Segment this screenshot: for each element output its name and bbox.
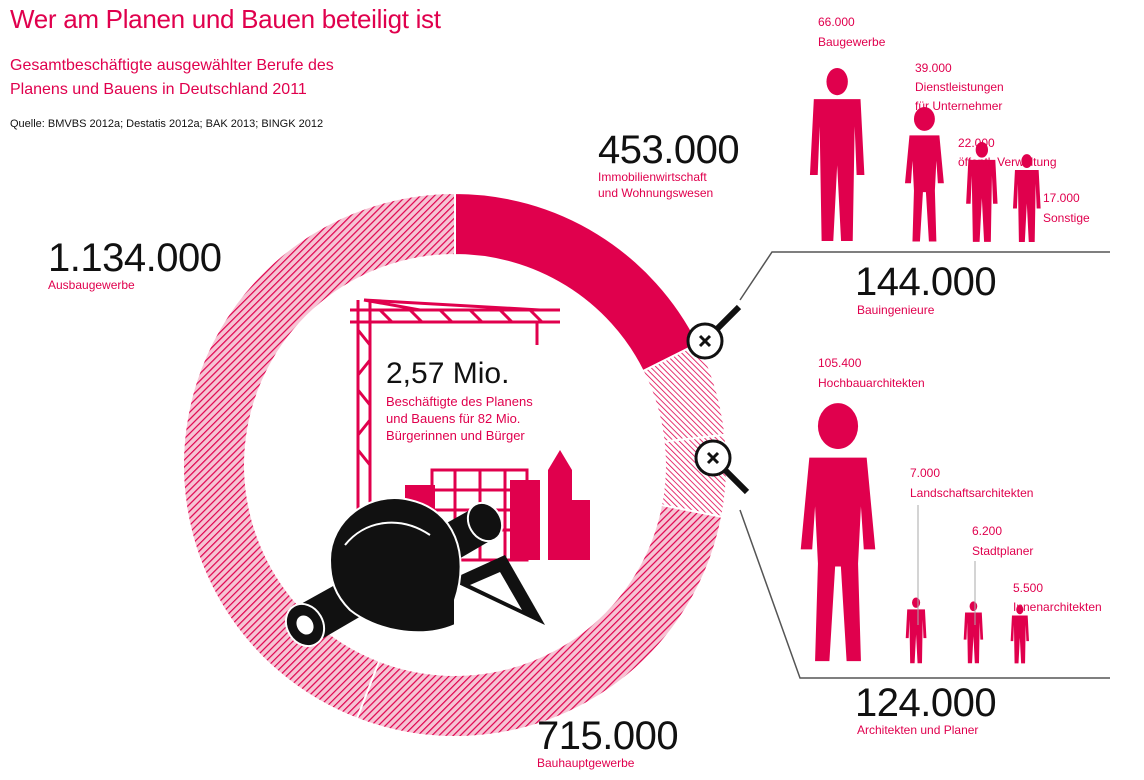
arch-item-label: Innenarchitekten — [1013, 600, 1102, 614]
eng-item-label: Baugewerbe — [818, 35, 886, 49]
eng-item-value: 66.000 — [818, 15, 855, 29]
hard-hat-icon — [328, 497, 462, 634]
arch-item-value: 5.500 — [1013, 581, 1044, 595]
person-icon — [1012, 154, 1041, 243]
bauhaupt-label: Bauhauptgewerbe — [537, 756, 635, 770]
center-caption: Beschäftigte des Planens und Bauens für … — [386, 393, 533, 444]
ausbau-label: Ausbaugewerbe — [48, 278, 135, 292]
architects-total-value: 124.000 — [855, 681, 997, 725]
immo-label-line-2: und Wohnungswesen — [598, 186, 714, 200]
magnifier-icon — [694, 439, 750, 495]
eng-item-label: Sonstige — [1043, 211, 1090, 225]
person-icons — [800, 68, 1041, 664]
center-caption-line-3: Bürgerinnen und Bürger — [386, 428, 525, 443]
eng-item-value: 22.000 — [958, 136, 995, 150]
bauhaupt-value: 715.000 — [537, 714, 679, 758]
eng-item-label: Dienstleistungen — [915, 80, 1004, 94]
arch-item-label: Hochbauarchitekten — [818, 376, 925, 390]
arch-item-value: 6.200 — [972, 524, 1003, 538]
set-square-icon — [450, 555, 545, 625]
immo-value: 453.000 — [598, 128, 740, 172]
donut-slices — [182, 191, 728, 738]
arch-item-label: Landschaftsarchitekten — [910, 486, 1034, 500]
eng-item-label: öffentl. Verwaltung — [958, 155, 1057, 169]
magnifier-icon — [686, 304, 742, 360]
person-icon — [809, 68, 865, 242]
immo-label-line-1: Immobilienwirtschaft — [598, 170, 707, 184]
page-title: Wer am Planen und Bauen beteiligt ist — [10, 4, 441, 34]
engineers-total-label: Bauingenieure — [857, 303, 935, 317]
connector-lines — [739, 251, 1110, 679]
person-icon — [905, 597, 927, 664]
person-icon — [800, 403, 876, 662]
subtitle-line-2: Planens und Bauens in Deutschland 2011 — [10, 81, 307, 98]
center-caption-line-2: und Bauens für 82 Mio. — [386, 411, 521, 426]
source-note: Quelle: BMVBS 2012a; Destatis 2012a; BAK… — [10, 118, 324, 130]
subtitle-line-1: Gesamtbeschäftigte ausgewählter Berufe d… — [10, 57, 334, 74]
person-icon — [1010, 605, 1029, 664]
donut-slice — [182, 191, 456, 720]
page-subtitle: Gesamtbeschäftigte ausgewählter Berufe d… — [10, 54, 430, 102]
person-icon — [904, 106, 944, 242]
eng-item-value: 17.000 — [1043, 191, 1080, 205]
engineers-total-value: 144.000 — [855, 260, 997, 304]
immo-label: Immobilienwirtschaft und Wohnungswesen — [598, 169, 713, 201]
arch-item-value: 7.000 — [910, 466, 941, 480]
ausbau-value: 1.134.000 — [48, 236, 222, 280]
person-icon — [963, 601, 984, 664]
eng-item-value: 39.000 — [915, 61, 952, 75]
person-icon — [966, 141, 998, 242]
eng-item-label: für Unternehmer — [915, 99, 1003, 113]
center-caption-line-1: Beschäftigte des Planens — [386, 394, 533, 409]
center-total: 2,57 Mio. — [386, 357, 510, 390]
arch-item-value: 105.400 — [818, 356, 862, 370]
arch-item-label: Stadtplaner — [972, 544, 1034, 558]
architects-total-label: Architekten und Planer — [857, 723, 979, 737]
